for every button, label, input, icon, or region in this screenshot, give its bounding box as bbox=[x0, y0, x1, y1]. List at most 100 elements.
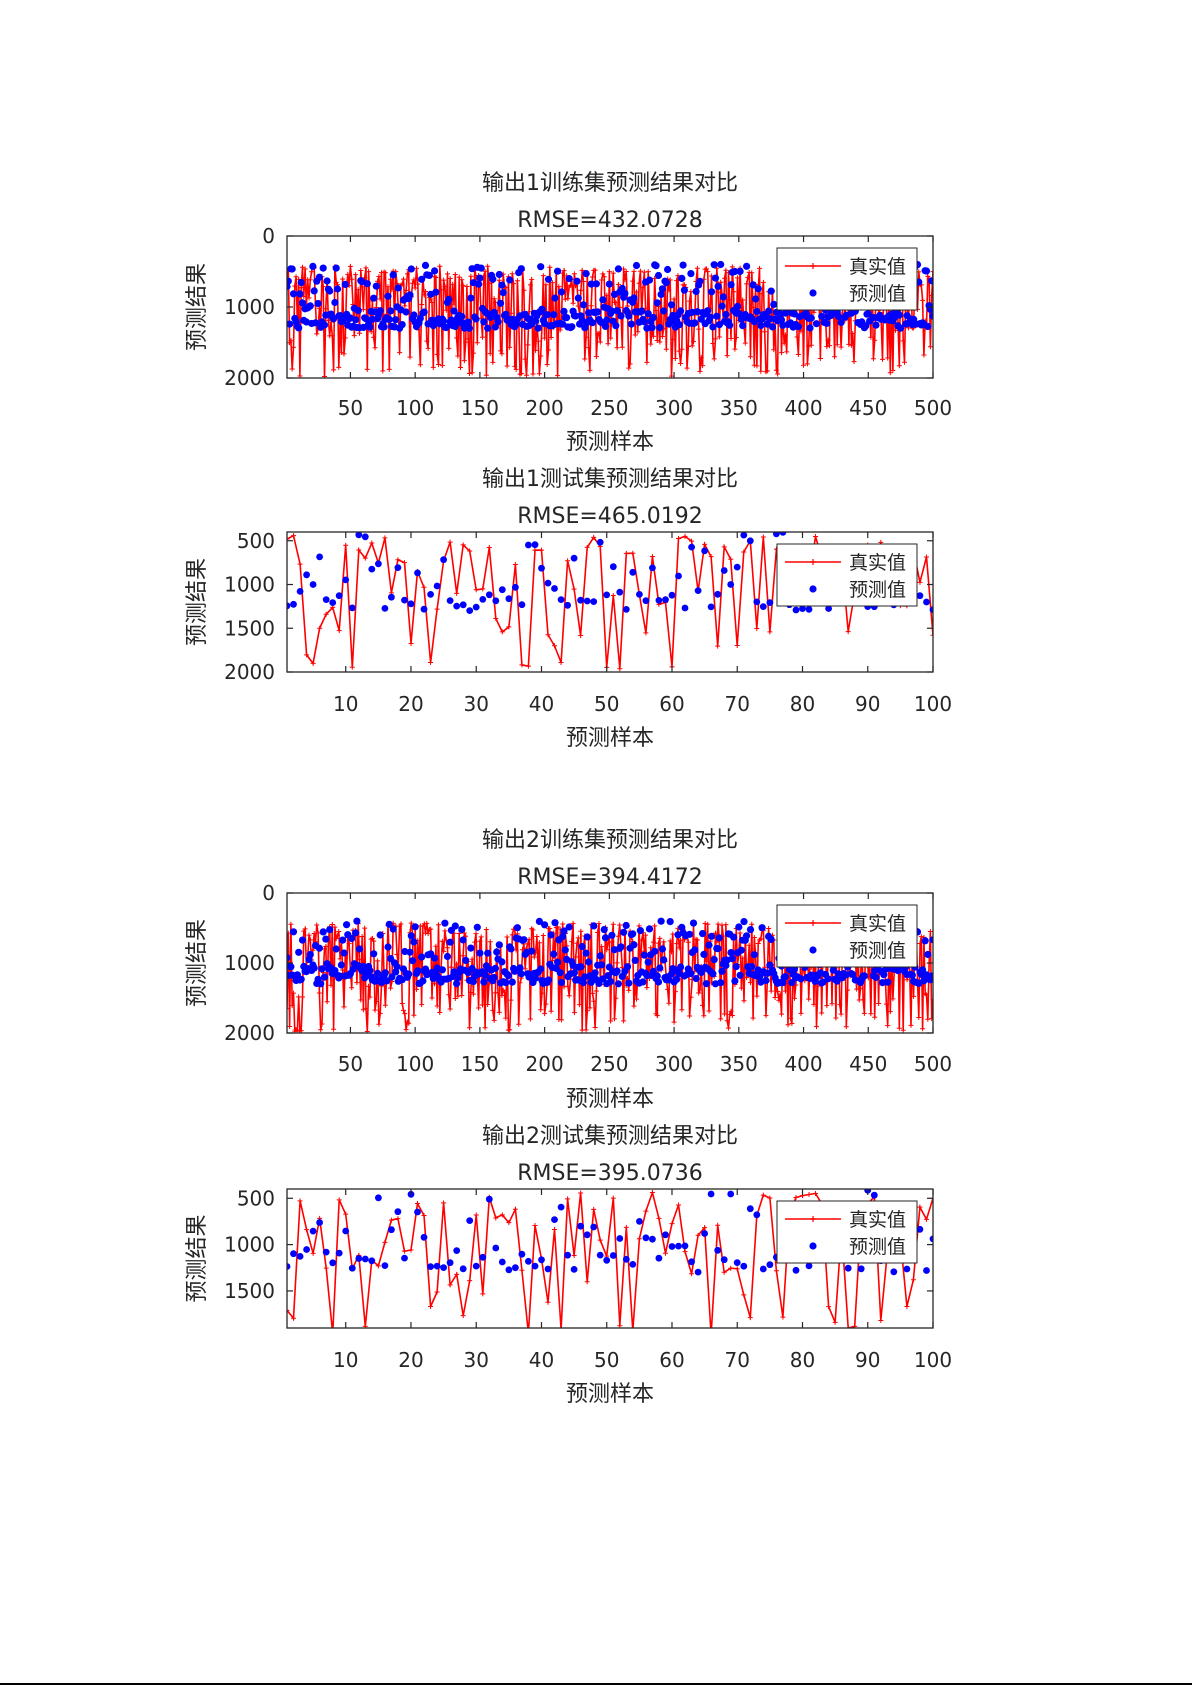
true-marker bbox=[447, 1006, 453, 1012]
true-marker bbox=[691, 339, 697, 345]
pred-point bbox=[706, 313, 714, 321]
true-marker bbox=[470, 991, 476, 997]
pred-point bbox=[594, 308, 602, 316]
pred-point bbox=[495, 270, 503, 279]
true-marker bbox=[521, 287, 527, 293]
true-marker bbox=[460, 1313, 466, 1319]
true-marker bbox=[455, 993, 461, 999]
true-marker bbox=[654, 1012, 660, 1018]
true-marker bbox=[666, 287, 672, 293]
pred-point bbox=[355, 532, 363, 539]
pred-point bbox=[475, 280, 483, 288]
true-marker bbox=[555, 924, 561, 930]
pred-point bbox=[640, 318, 648, 326]
pred-point bbox=[333, 285, 342, 293]
true-marker bbox=[801, 362, 807, 368]
true-marker bbox=[358, 997, 364, 1003]
true-marker bbox=[373, 999, 379, 1005]
true-marker bbox=[838, 1011, 844, 1017]
true-marker bbox=[775, 371, 781, 377]
pred-point bbox=[727, 581, 735, 588]
pred-point bbox=[342, 1227, 350, 1235]
true-marker bbox=[741, 549, 747, 555]
pred-point bbox=[731, 977, 739, 985]
true-marker bbox=[591, 998, 597, 1004]
true-marker bbox=[721, 544, 727, 550]
true-marker bbox=[536, 940, 542, 946]
true-marker bbox=[341, 1004, 347, 1010]
true-marker bbox=[323, 306, 329, 312]
true-marker bbox=[531, 954, 537, 960]
pred-point bbox=[287, 954, 291, 962]
true-marker bbox=[407, 354, 413, 360]
pred-point bbox=[559, 933, 567, 941]
true-marker bbox=[329, 333, 335, 339]
pred-point bbox=[440, 1264, 447, 1271]
true-marker bbox=[868, 334, 874, 340]
true-marker bbox=[597, 1237, 603, 1243]
true-marker bbox=[678, 361, 684, 367]
true-marker bbox=[921, 352, 927, 358]
pred-point bbox=[518, 601, 526, 609]
legend-label-pred: 预测值 bbox=[849, 1236, 906, 1258]
true-marker bbox=[735, 275, 741, 281]
y-tick-label: 1500 bbox=[224, 616, 275, 640]
pred-point bbox=[352, 929, 360, 937]
x-tick-label: 500 bbox=[914, 1052, 952, 1076]
true-marker bbox=[785, 1022, 791, 1028]
true-marker bbox=[606, 269, 612, 275]
true-marker bbox=[338, 349, 344, 355]
pred-point bbox=[701, 547, 708, 555]
true-marker bbox=[310, 1250, 316, 1256]
pred-point bbox=[924, 950, 932, 959]
true-marker bbox=[775, 988, 781, 994]
true-marker bbox=[472, 939, 478, 945]
true-marker bbox=[890, 996, 896, 1002]
x-tick-label: 50 bbox=[338, 396, 363, 420]
true-marker bbox=[486, 281, 492, 287]
true-marker bbox=[845, 629, 851, 635]
x-tick-label: 500 bbox=[914, 396, 952, 420]
true-marker bbox=[687, 1013, 693, 1019]
pred-point bbox=[662, 1231, 669, 1239]
pred-point bbox=[472, 603, 480, 611]
true-marker bbox=[571, 586, 577, 592]
true-marker bbox=[713, 930, 719, 936]
pred-point bbox=[608, 307, 616, 315]
pred-point bbox=[564, 1251, 571, 1259]
pred-point bbox=[622, 921, 630, 930]
pred-point bbox=[657, 917, 665, 925]
true-marker bbox=[727, 297, 733, 303]
true-marker bbox=[290, 990, 296, 996]
true-marker bbox=[447, 539, 453, 545]
true-marker bbox=[556, 284, 562, 290]
x-tick-label: 10 bbox=[333, 692, 358, 716]
true-marker bbox=[861, 1010, 867, 1016]
pred-point bbox=[359, 323, 367, 331]
true-marker bbox=[600, 271, 606, 277]
true-marker bbox=[685, 939, 691, 945]
pred-point bbox=[574, 294, 582, 302]
pred-point bbox=[759, 603, 767, 610]
true-marker bbox=[403, 287, 409, 293]
pred-point bbox=[636, 591, 643, 598]
pred-point bbox=[688, 308, 696, 316]
true-marker bbox=[402, 1011, 408, 1017]
true-marker bbox=[596, 330, 602, 336]
true-marker bbox=[760, 1192, 766, 1198]
true-marker bbox=[364, 1029, 370, 1033]
true-marker bbox=[372, 1007, 378, 1013]
true-marker bbox=[679, 346, 685, 352]
pred-point bbox=[714, 590, 722, 598]
pred-point bbox=[627, 320, 636, 328]
true-marker bbox=[542, 335, 548, 341]
pred-point bbox=[502, 979, 510, 987]
pred-point bbox=[607, 978, 615, 986]
true-marker bbox=[892, 327, 898, 333]
true-marker bbox=[900, 338, 906, 344]
pred-point bbox=[639, 978, 647, 986]
true-marker bbox=[519, 1267, 525, 1273]
pred-point bbox=[410, 938, 418, 946]
true-marker bbox=[780, 1314, 786, 1320]
true-marker bbox=[495, 990, 501, 996]
